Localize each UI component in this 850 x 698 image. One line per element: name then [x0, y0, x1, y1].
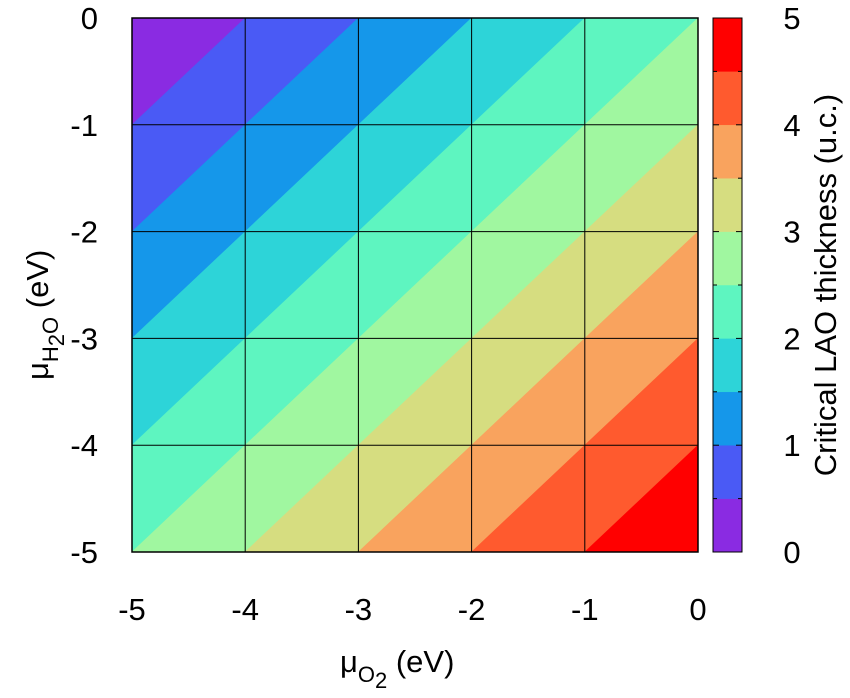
y-tick-label: -4: [70, 428, 98, 463]
y-axis-ticks: 0 -1 -2 -3 -4 -5: [70, 1, 98, 570]
colorbar-swatch-0: [712, 498, 743, 553]
x-tick-label: -2: [458, 592, 486, 627]
x-tick-label: -5: [118, 592, 146, 627]
colorbar-tick-label: 3: [783, 215, 800, 250]
colorbar: [712, 17, 743, 553]
y-tick-label: -1: [70, 108, 98, 143]
colorbar-tick-label: 0: [783, 535, 800, 570]
contour-band-9: [584, 444, 698, 552]
colorbar-tick-label: 2: [783, 321, 800, 356]
x-tick-label: -1: [571, 592, 599, 627]
y-tick-label: -5: [70, 535, 98, 570]
y-tick-label: -2: [70, 215, 98, 250]
colorbar-swatch-9: [712, 17, 743, 72]
x-tick-label: 0: [689, 592, 706, 627]
y-tick-label: -3: [70, 321, 98, 356]
colorbar-swatch-7: [712, 124, 743, 179]
contour-bands: [132, 18, 698, 552]
colorbar-ticks: 0 1 2 3 4 5: [713, 1, 801, 570]
colorbar-tick-label: 1: [783, 428, 800, 463]
colorbar-title: Critical LAO thickness (u.c.): [808, 94, 843, 476]
plot-frame: [131, 17, 699, 553]
x-axis-ticks: -5 -4 -3 -2 -1 0: [118, 592, 706, 627]
x-tick-label: -4: [231, 592, 259, 627]
colorbar-swatch-6: [712, 177, 743, 232]
colorbar-swatch-8: [712, 71, 743, 126]
y-axis-title: μH2O (eV): [20, 250, 69, 380]
colorbar-swatch-1: [712, 444, 743, 499]
contour-band-5: [132, 18, 698, 552]
colorbar-swatch-3: [712, 338, 743, 393]
colorbar-tick-label: 5: [783, 1, 800, 36]
colorbar-swatch-2: [712, 391, 743, 446]
x-tick-label: -3: [345, 592, 373, 627]
colorbar-tick-label: 4: [783, 108, 800, 143]
colorbar-swatch-5: [712, 231, 743, 286]
y-tick-label: 0: [81, 1, 98, 36]
x-axis-title: μO2 (eV): [340, 644, 454, 693]
colorbar-swatch-4: [712, 284, 743, 339]
